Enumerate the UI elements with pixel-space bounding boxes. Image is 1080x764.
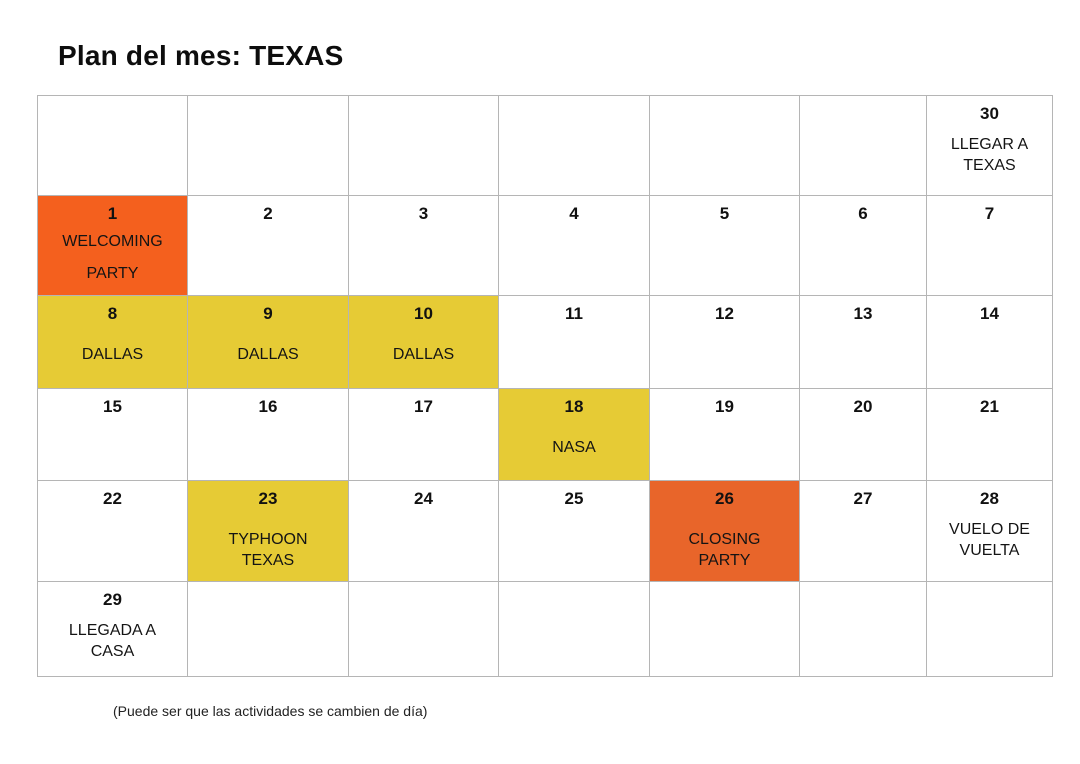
day-number: 29 — [103, 589, 122, 609]
calendar-day-cell: 15 — [37, 387, 188, 481]
day-number: 28 — [980, 488, 999, 508]
calendar-day-cell: 27 — [799, 479, 927, 582]
calendar-day-cell: 2 — [187, 195, 349, 297]
calendar-week-row: 1 WELCOMING PARTY 2 3 4 5 6 7 — [37, 195, 1053, 297]
calendar-day-cell: 20 — [799, 387, 927, 481]
event-label: LLEGAR A TEXAS — [950, 136, 1029, 174]
day-number: 12 — [715, 304, 734, 324]
calendar-empty-cell — [187, 580, 349, 678]
calendar-day-cell: 16 — [187, 387, 349, 481]
calendar-day-cell: 1 WELCOMING PARTY — [37, 195, 188, 297]
calendar-day-cell: 9 DALLAS — [187, 295, 349, 389]
event-label: DALLAS — [237, 346, 299, 364]
calendar-day-cell: 23 TYPHOON TEXAS — [187, 479, 349, 582]
calendar-day-cell: 7 — [926, 195, 1053, 297]
calendar-day-cell: 22 — [37, 479, 188, 582]
calendar-day-cell: 24 — [348, 479, 499, 582]
day-number: 16 — [258, 396, 278, 416]
calendar-day-cell: 18 NASA — [498, 387, 650, 481]
day-number: 26 — [715, 488, 734, 508]
calendar-day-cell: 21 — [926, 387, 1053, 481]
event-label: WELCOMING PARTY — [62, 233, 163, 283]
event-label: NASA — [552, 438, 596, 456]
page-title: Plan del mes: TEXAS — [58, 40, 344, 71]
event-label: VUELO DE VUELTA — [949, 520, 1030, 559]
day-number: 24 — [414, 488, 433, 508]
calendar-day-cell: 12 — [649, 295, 800, 389]
day-number: 13 — [853, 304, 873, 324]
day-number: 19 — [715, 396, 734, 416]
day-number: 8 — [107, 304, 118, 324]
day-number: 18 — [564, 396, 584, 416]
day-number: 2 — [263, 204, 273, 224]
calendar-empty-cell — [498, 94, 650, 197]
day-number: 20 — [853, 396, 873, 416]
calendar-day-cell: 3 — [348, 195, 499, 297]
calendar-day-cell: 10 DALLAS — [348, 295, 499, 389]
day-number: 9 — [263, 304, 273, 324]
day-number: 1 — [107, 204, 118, 224]
calendar-empty-cell — [498, 580, 650, 678]
calendar-day-cell: 4 — [498, 195, 650, 297]
calendar-day-cell: 17 — [348, 387, 499, 481]
day-number: 25 — [564, 488, 584, 508]
calendar-day-cell: 29 LLEGADA A CASA — [37, 580, 188, 678]
day-number: 30 — [980, 104, 999, 123]
day-number: 11 — [565, 304, 583, 324]
event-label: LLEGADA A CASA — [68, 621, 157, 660]
footnote: (Puede ser que las actividades se cambie… — [113, 703, 428, 719]
event-label: DALLAS — [392, 346, 455, 364]
day-number: 27 — [853, 488, 873, 508]
event-label: CLOSING PARTY — [688, 530, 761, 569]
day-number: 10 — [414, 304, 433, 324]
calendar-day-cell: 6 — [799, 195, 927, 297]
day-number: 4 — [569, 204, 579, 224]
calendar-empty-cell — [926, 580, 1053, 678]
calendar-empty-cell — [649, 94, 800, 197]
calendar-day-cell: 19 — [649, 387, 800, 481]
calendar-day-cell: 11 — [498, 295, 650, 389]
day-number: 5 — [719, 204, 730, 224]
calendar-empty-cell — [799, 580, 927, 678]
calendar-empty-cell — [348, 580, 499, 678]
day-number: 14 — [980, 304, 999, 324]
calendar-week-row: 29 LLEGADA A CASA — [37, 580, 1053, 678]
calendar-empty-cell — [187, 94, 349, 197]
calendar-empty-cell — [348, 94, 499, 197]
calendar-week-row: 30 LLEGAR A TEXAS — [37, 94, 1053, 197]
day-number: 17 — [414, 396, 433, 416]
day-number: 22 — [103, 488, 122, 508]
day-number: 7 — [984, 204, 995, 224]
calendar-empty-cell — [799, 94, 927, 197]
calendar-day-cell: 28 VUELO DE VUELTA — [926, 479, 1053, 582]
calendar-day-cell: 8 DALLAS — [37, 295, 188, 389]
day-number: 15 — [103, 396, 122, 416]
day-number: 21 — [980, 396, 999, 416]
calendar-day-cell: 26 CLOSING PARTY — [649, 479, 800, 582]
calendar-day-cell: 30 LLEGAR A TEXAS — [926, 94, 1053, 197]
day-number: 3 — [418, 204, 429, 224]
calendar-day-cell: 5 — [649, 195, 800, 297]
day-number: 6 — [858, 204, 868, 224]
calendar-day-cell: 14 — [926, 295, 1053, 389]
event-label: TYPHOON TEXAS — [228, 530, 308, 569]
calendar-empty-cell — [649, 580, 800, 678]
calendar-week-row: 15 16 17 18 NASA 19 20 21 — [37, 387, 1053, 481]
calendar-empty-cell — [37, 94, 188, 197]
event-label: DALLAS — [81, 346, 144, 364]
calendar-week-row: 22 23 TYPHOON TEXAS 24 25 26 CLOSING PARTY 27 28 VU… — [37, 479, 1053, 582]
day-number: 23 — [258, 488, 278, 508]
calendar-week-row: 8 DALLAS 9 DALLAS 10 DALLAS 11 12 13 14 — [37, 295, 1053, 389]
calendar-day-cell: 13 — [799, 295, 927, 389]
calendar-grid: 30 LLEGAR A TEXAS 1 WELCOMING PARTY 2 3 4 5 6 7 8 DAL… — [37, 94, 1053, 678]
calendar-day-cell: 25 — [498, 479, 650, 582]
